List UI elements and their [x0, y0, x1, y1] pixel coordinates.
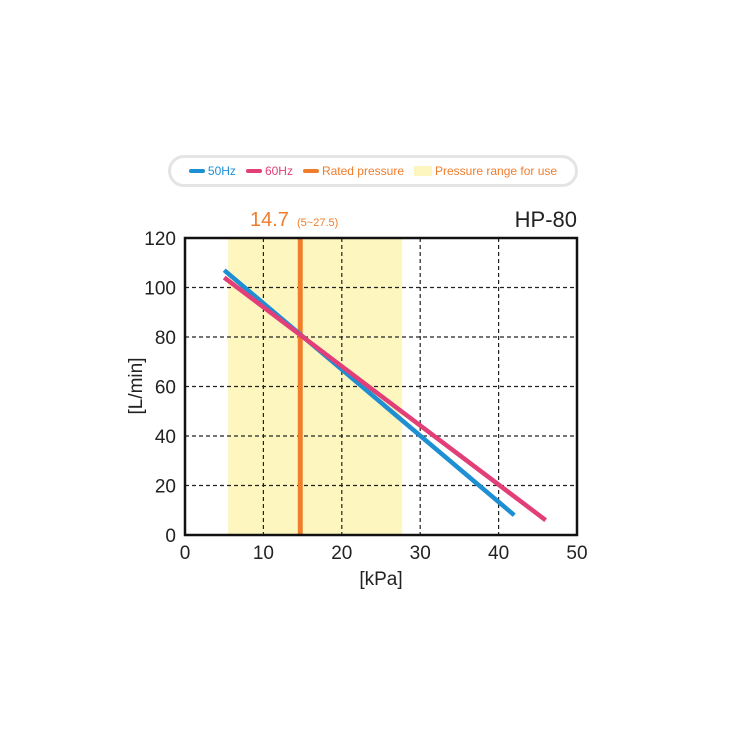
y-tick-label: 120: [144, 229, 176, 250]
plot-frame: [183, 236, 579, 537]
x-tick-label: 50: [566, 543, 587, 564]
legend-swatch: [302, 169, 319, 173]
x-tick-label: 10: [253, 543, 274, 564]
y-tick-label: 40: [155, 427, 176, 448]
pressure-range-label: (5~27.5): [297, 217, 338, 229]
legend-swatch: [245, 169, 262, 173]
series-line-50Hz: [222, 268, 516, 517]
x-tick-label: 40: [488, 543, 509, 564]
legend-swatch: [188, 169, 205, 173]
model-name: HP-80: [515, 207, 577, 232]
legend-label: Rated pressure: [321, 164, 404, 178]
x-tick-label: 30: [410, 543, 431, 564]
legend-swatch: [414, 166, 432, 176]
x-axis-label: [kPa]: [359, 569, 402, 590]
rated-pressure-label: 14.7: [250, 209, 289, 231]
legend-label: 60Hz: [264, 164, 293, 178]
y-tick-label: 0: [165, 526, 176, 547]
y-tick-label: 100: [144, 279, 176, 300]
y-tick-label: 80: [155, 328, 176, 349]
legend-item: Pressure range for use: [414, 164, 557, 178]
legend-item: 60Hz: [245, 164, 293, 178]
legend-label: 50Hz: [207, 164, 236, 178]
y-tick-label: 20: [155, 477, 176, 498]
x-tick-label: 20: [331, 543, 352, 564]
legend-item: 50Hz: [188, 164, 236, 178]
series-line-60Hz: [222, 275, 547, 522]
x-tick-label: 0: [180, 543, 191, 564]
legend-label: Pressure range for use: [435, 164, 558, 178]
chart-legend: 50Hz 60Hz Rated pressure Pressure range for…: [168, 155, 578, 187]
y-axis-label: [L/min]: [126, 357, 147, 414]
legend-item: Rated pressure: [302, 164, 404, 178]
y-tick-label: 60: [155, 378, 176, 399]
